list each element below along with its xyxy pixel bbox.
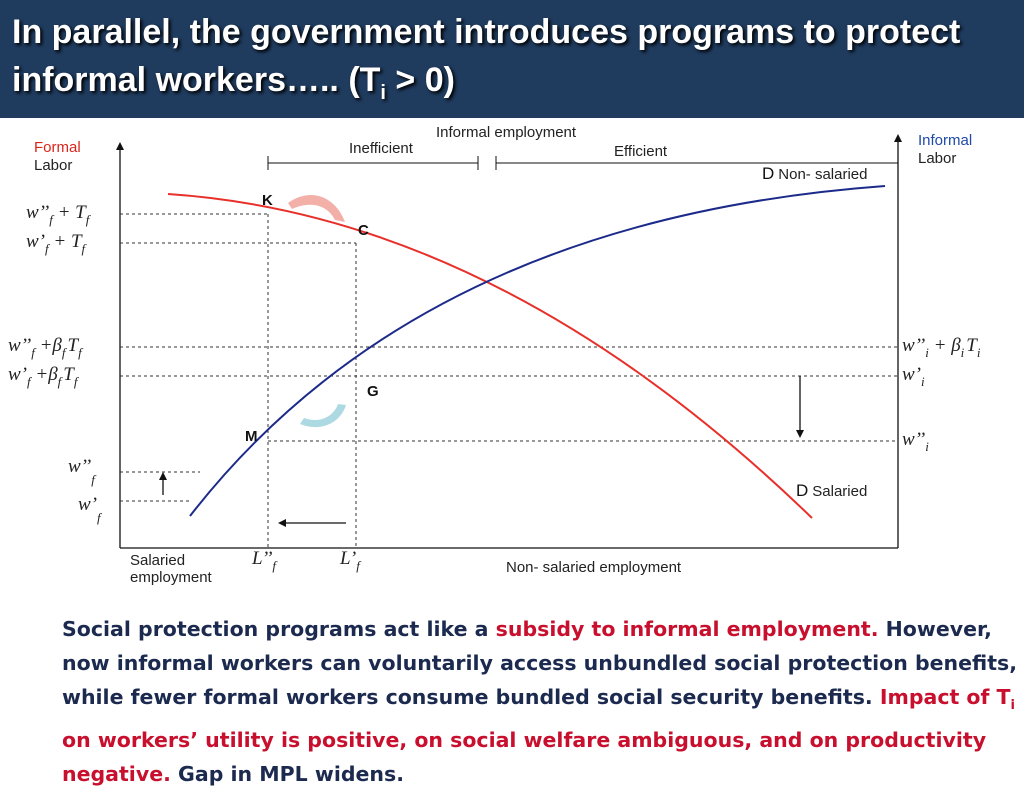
body-p2-tail: Gap in MPL widens.: [170, 762, 405, 787]
nonsalaried-demand-curve: [189, 185, 886, 517]
body-p2-subscript: i: [1010, 698, 1016, 714]
right-label-wpp-i: w’’i: [902, 429, 929, 454]
title-end: > 0): [385, 61, 455, 99]
guide-lines: [120, 213, 898, 548]
nonsalaried-curve-label: D Non- salaried: [762, 164, 868, 183]
informal-employment-label: Informal employment: [436, 124, 577, 141]
point-K-label: K: [262, 192, 273, 209]
point-G-label: G: [367, 383, 379, 400]
left-label-wpp-plus-T: w’’f + Tf: [26, 202, 92, 227]
left-label-wp-plus-T: w’f + Tf: [26, 231, 88, 256]
salaried-curve-label: D Salaried: [796, 481, 867, 500]
left-label-wp-plus-beta-T: w’f +βf Tf: [8, 364, 80, 389]
left-label-wpp-f: w’’f: [68, 456, 97, 487]
left-axis-title-line1: Formal: [34, 139, 81, 156]
inefficient-label: Inefficient: [349, 140, 414, 157]
shift-arrow-red-icon: [288, 195, 345, 222]
slide-header: In parallel, the government introduces p…: [0, 0, 1024, 118]
x-label-Lp-f: L’f: [339, 548, 362, 573]
right-label-wp-i: w’i: [902, 364, 925, 389]
body-p2-highlight-a: Impact of T: [879, 685, 1011, 709]
labor-market-diagram: Formal Labor Informal Labor Informal emp…: [8, 124, 981, 586]
point-M-label: M: [245, 428, 258, 445]
slide-title: In parallel, the government introduces p…: [12, 8, 1012, 117]
body-p1-continued: However, now informal workers can volunt…: [62, 617, 1018, 709]
x-axis-nonsalaried: Non- salaried employment: [506, 559, 682, 576]
efficient-label: Efficient: [614, 143, 668, 160]
x-axis-salaried-line2: employment: [130, 569, 213, 586]
left-label-wp-f: w’f: [78, 494, 103, 525]
right-axis-title-line2: Labor: [918, 150, 956, 167]
left-axis-title-line2: Labor: [34, 157, 72, 174]
right-axis-title-line1: Informal: [918, 132, 972, 149]
body-p1-highlight: subsidy to informal employment.: [495, 617, 879, 641]
left-label-wpp-plus-beta-T: w’’f +βf Tf: [8, 335, 84, 360]
title-main: In parallel, the government introduces p…: [12, 13, 961, 99]
point-C-label: C: [358, 222, 369, 239]
slide-body-text: Social protection programs act like a su…: [62, 612, 1020, 791]
x-axis-salaried-line1: Salaried: [130, 552, 185, 569]
x-label-Lpp-f: L’’f: [251, 548, 278, 573]
right-label-wpp-plus-beta-T: w’’i + βi Ti: [902, 335, 981, 360]
body-p1: Social protection programs act like a: [62, 617, 496, 641]
salaried-demand-curve: [167, 193, 813, 519]
shift-arrow-blue-icon: [300, 404, 346, 428]
title-subscript: i: [380, 81, 386, 104]
